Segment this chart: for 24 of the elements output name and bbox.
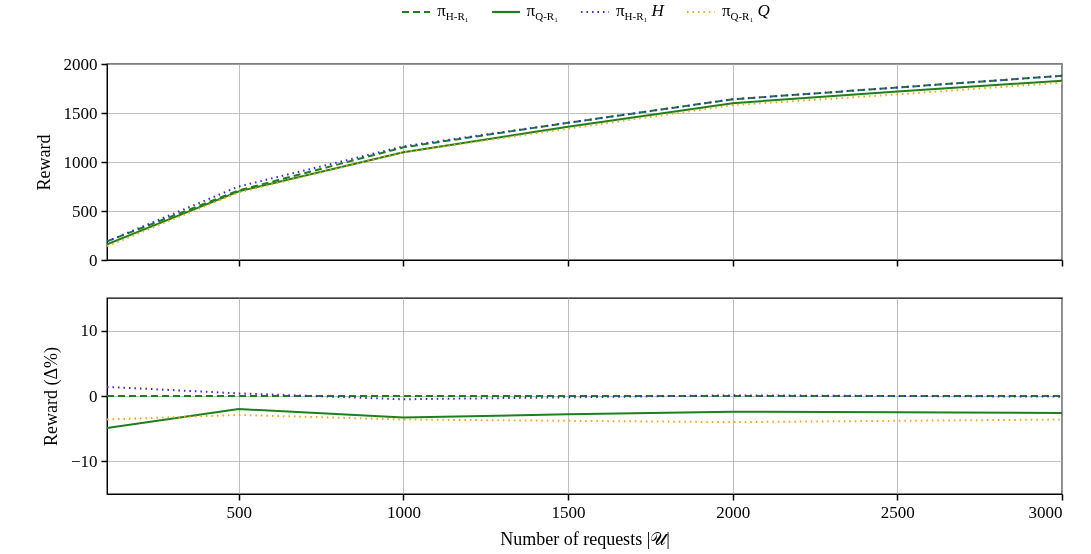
x-tick-label: 500 (226, 502, 252, 522)
y-tick-label: 2000 (63, 54, 98, 74)
y-tick-label: 1000 (63, 152, 98, 172)
x-tick-label: 1000 (386, 502, 421, 522)
legend-label: π$_{Q-R₁}$ Q (721, 1, 770, 23)
x-tick-label: 2000 (716, 502, 751, 522)
x-tick-label: 1500 (551, 502, 586, 522)
y-tick-label: 0 (89, 250, 98, 270)
y-tick-label: 0 (89, 386, 98, 406)
legend-label: π$_{H-R₁}$ H (615, 1, 664, 23)
line-series (107, 385, 1062, 401)
y-tick-label: 10 (80, 321, 98, 341)
y-tick-label: −10 (70, 451, 98, 471)
x-tick-label: 3000 (1028, 502, 1063, 522)
x-axis-title: Number of requests |𝒰| (500, 528, 670, 549)
line-series (107, 413, 1062, 424)
x-tick-label: 2500 (880, 502, 915, 522)
legend-label: π$_{Q-R₁}$ (526, 1, 558, 23)
y-axis-title: Reward (Δ%) (40, 346, 62, 447)
y-tick-label: 500 (72, 201, 98, 221)
y-axis-title: Reward (33, 134, 54, 191)
line-series (107, 408, 1062, 430)
y-tick-label: 1500 (63, 103, 98, 123)
legend-label: π$_{H-R₁}$ (437, 1, 469, 23)
